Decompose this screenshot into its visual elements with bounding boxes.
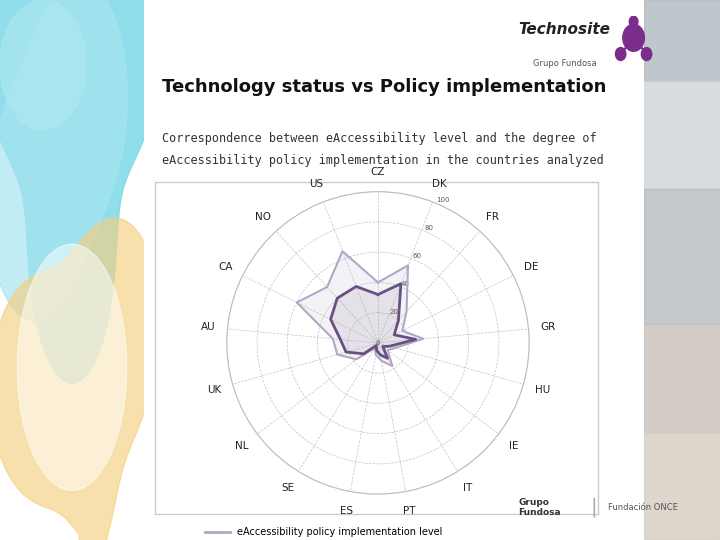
- Polygon shape: [644, 0, 720, 81]
- Polygon shape: [644, 189, 720, 324]
- Circle shape: [623, 24, 644, 51]
- Polygon shape: [330, 284, 415, 359]
- Text: Technology status vs Policy implementation: Technology status vs Policy implementati…: [162, 78, 606, 96]
- Text: Technosite: Technosite: [518, 22, 611, 37]
- Polygon shape: [644, 432, 720, 540]
- Text: Grupo Fundosa: Grupo Fundosa: [533, 59, 596, 69]
- Polygon shape: [297, 251, 423, 366]
- Text: |: |: [590, 498, 597, 517]
- Polygon shape: [0, 0, 127, 321]
- Polygon shape: [17, 244, 127, 490]
- Text: Fundación ONCE: Fundación ONCE: [608, 503, 678, 512]
- Text: Correspondence between eAccessibility level and the degree of: Correspondence between eAccessibility le…: [162, 132, 597, 145]
- Polygon shape: [0, 218, 159, 540]
- Legend: eAccessibility policy implementation level, eAccessibility status: eAccessibility policy implementation lev…: [202, 523, 446, 540]
- Polygon shape: [644, 324, 720, 432]
- Text: 0: 0: [376, 340, 380, 346]
- Polygon shape: [644, 81, 720, 189]
- Circle shape: [629, 16, 638, 27]
- Polygon shape: [0, 0, 86, 130]
- Polygon shape: [0, 0, 164, 383]
- Text: Grupo
Fundosa: Grupo Fundosa: [518, 498, 561, 517]
- Circle shape: [616, 48, 626, 60]
- Circle shape: [642, 48, 652, 60]
- Text: eAccessibility policy implementation in the countries analyzed: eAccessibility policy implementation in …: [162, 154, 604, 167]
